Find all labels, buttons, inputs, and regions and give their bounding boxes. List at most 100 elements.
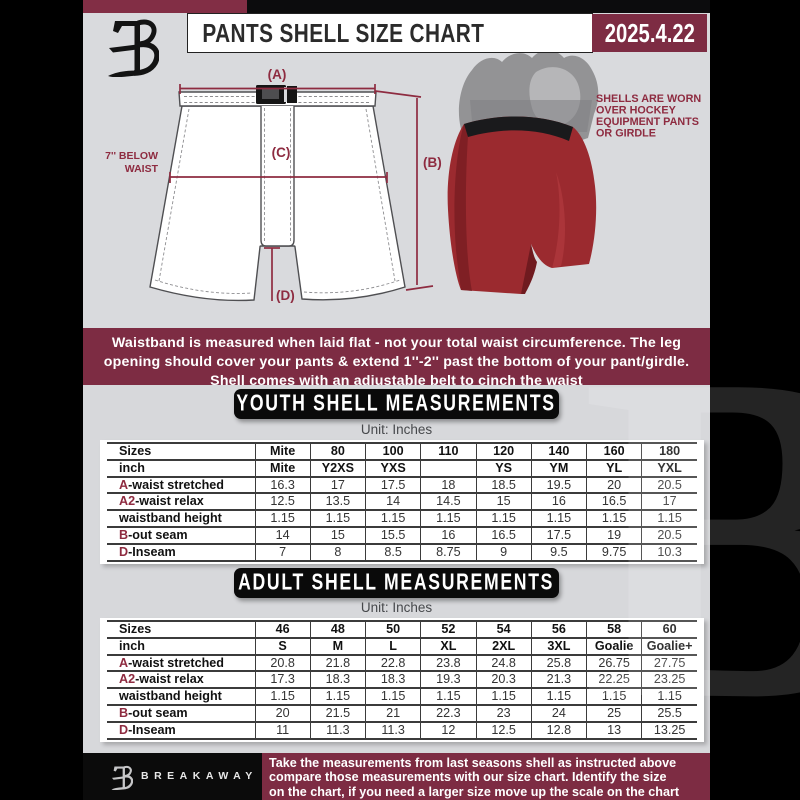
- size-cell: Y2XS: [309, 458, 366, 477]
- size-cell: 110: [420, 442, 476, 460]
- size-cell: 15: [475, 492, 532, 511]
- size-cell: 25.5: [641, 703, 697, 722]
- photo-note-line1: SHELLS ARE WORN: [596, 93, 701, 105]
- unit-label: Unit: Inches: [360, 422, 433, 437]
- size-cell: 23.8: [420, 653, 476, 672]
- row-label: D-Inseam: [107, 542, 255, 561]
- size-cell: 15.5: [364, 525, 421, 544]
- size-cell: 15: [309, 525, 366, 544]
- size-cell: 19.5: [530, 475, 587, 494]
- row-label: inch: [107, 458, 255, 477]
- size-cell: 1.15: [254, 687, 311, 705]
- size-cell: 46: [254, 620, 311, 638]
- size-cell: 11: [254, 720, 311, 739]
- size-cell: 11.3: [364, 720, 421, 739]
- size-cell: Goalie+: [641, 636, 697, 655]
- size-table-row: D-Inseam 7 8 8.5 8.75 9 9.5 9.75 10.3: [107, 542, 697, 561]
- size-cell: Goalie: [585, 636, 642, 655]
- size-cell: 8.5: [364, 542, 421, 561]
- size-cell: 12.5: [475, 720, 532, 739]
- measure-b-label: (B): [423, 155, 442, 170]
- size-table-row: A2-waist relax 12.5 13.5 14 14.5 15 16 16.5 17: [107, 492, 697, 511]
- size-cell: 1.15: [475, 509, 532, 527]
- size-table-row: Sizes Mite 80 100 110 120 140 160 180: [107, 442, 697, 460]
- youth-size-table: Sizes Mite 80 100 110 120 140 160 180 inch Mite Y2X…: [100, 440, 704, 564]
- size-cell: 1.15: [309, 687, 366, 705]
- footer-instructions: Take the measurements from last seasons …: [262, 753, 710, 800]
- size-cell: 18.3: [309, 670, 366, 689]
- row-label: A-waist stretched: [107, 475, 255, 494]
- size-table-row: A2-waist relax 17.3 18.3 18.3 19.3 20.3 21.3 22…: [107, 670, 697, 689]
- size-cell: 21.5: [309, 703, 366, 722]
- photo-note-line2: OVER HOCKEY: [596, 105, 677, 117]
- size-cell: [420, 458, 476, 477]
- measure-d-label: (D): [276, 288, 295, 303]
- row-label: Sizes: [107, 442, 255, 460]
- footer-line: on the chart, if you need a larger size …: [269, 784, 680, 799]
- row-label: A-waist stretched: [107, 653, 255, 672]
- size-cell: 24: [530, 703, 587, 722]
- adult-size-table: Sizes 46 48 50 52 54 56 58 60 inch S M L XL 2XL 3XL Goal…: [100, 618, 704, 742]
- size-cell: 13.25: [641, 720, 697, 739]
- size-cell: 50: [364, 620, 421, 638]
- size-cell: 120: [475, 442, 532, 460]
- photo-note-line4: OR GIRDLE: [596, 128, 656, 140]
- size-cell: 16: [420, 525, 476, 544]
- footer-line: compare those measurements with our size…: [269, 770, 667, 785]
- size-cell: 1.15: [420, 509, 476, 527]
- size-cell: 21.8: [309, 653, 366, 672]
- size-cell: 14.5: [420, 492, 476, 511]
- size-cell: 23.25: [641, 670, 697, 689]
- size-table-row: inch Mite Y2XS YXS YS YM YL YXL: [107, 458, 697, 477]
- size-cell: 10.3: [641, 542, 697, 561]
- row-label: waistband height: [107, 687, 255, 705]
- size-cell: 48: [309, 620, 366, 638]
- size-cell: 80: [309, 442, 366, 460]
- size-cell: 140: [530, 442, 587, 460]
- size-cell: 54: [475, 620, 532, 638]
- footer: BREAKAWAY Take the measurements from las…: [83, 753, 710, 800]
- row-label: D-Inseam: [107, 720, 255, 739]
- youth-banner-text: YOUTH SHELL MEASUREMENTS: [236, 390, 557, 417]
- size-cell: 11.3: [309, 720, 366, 739]
- size-cell: 1.15: [585, 509, 642, 527]
- size-cell: 20.8: [254, 653, 311, 672]
- size-cell: 18.3: [364, 670, 421, 689]
- size-cell: 12.5: [254, 492, 311, 511]
- size-cell: YM: [530, 458, 587, 477]
- size-cell: 7: [254, 542, 311, 561]
- size-cell: 20.5: [641, 475, 697, 494]
- size-cell: 18: [420, 475, 476, 494]
- measurement-lines: [169, 84, 434, 301]
- size-cell: 18.5: [475, 475, 532, 494]
- row-label: A2-waist relax: [107, 670, 255, 689]
- measure-a-label: (A): [268, 67, 287, 82]
- size-cell: 16.5: [475, 525, 532, 544]
- size-cell: 9.5: [530, 542, 587, 561]
- size-cell: 17.5: [530, 525, 587, 544]
- size-cell: 22.3: [420, 703, 476, 722]
- info-banner: Waistband is measured when laid flat - n…: [83, 328, 710, 389]
- size-cell: 24.8: [475, 653, 532, 672]
- size-cell: 20.3: [475, 670, 532, 689]
- size-table-row: A-waist stretched 20.8 21.8 22.8 23.8 24.8 25.…: [107, 653, 697, 672]
- belt-buckle-icon: [256, 85, 297, 104]
- size-cell: M: [309, 636, 366, 655]
- size-cell: 23: [475, 703, 532, 722]
- row-label: waistband height: [107, 509, 255, 527]
- waist-note-line1: 7'' BELOW: [105, 150, 158, 162]
- size-cell: YXL: [641, 458, 697, 477]
- size-cell: 25: [585, 703, 642, 722]
- diagram-section: (A) (B) (C) (D) 7'' BELOW WAIST: [83, 13, 710, 328]
- size-cell: 1.15: [254, 509, 311, 527]
- shorts-diagram: [149, 85, 406, 302]
- size-cell: 9.75: [585, 542, 642, 561]
- size-cell: YL: [585, 458, 642, 477]
- size-cell: 60: [641, 620, 697, 638]
- size-chart-flyer: PANTS SHELL SIZE CHART 2025.4.22: [83, 0, 800, 800]
- size-cell: 1.15: [475, 687, 532, 705]
- size-cell: Mite: [254, 458, 311, 477]
- footer-line: Take the measurements from last seasons …: [269, 755, 677, 770]
- size-cell: 17.3: [254, 670, 311, 689]
- size-cell: 22.25: [585, 670, 642, 689]
